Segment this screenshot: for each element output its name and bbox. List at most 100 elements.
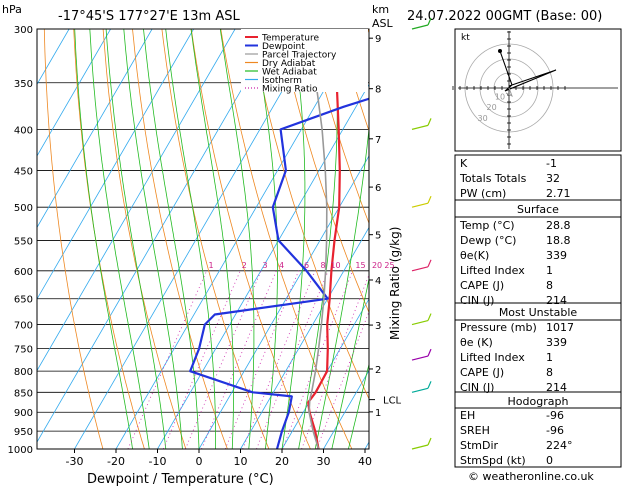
pressure-tick-label: 600 [14,267,33,278]
wet-adiabat-line [253,29,278,449]
index-label: Totals Totals [459,172,527,185]
isotherm-line [198,155,369,449]
dewpoint-line [189,97,369,449]
most-unstable-value: 8 [546,366,553,379]
x-tick-label: 30 [317,455,331,468]
profile-series [189,29,369,449]
wind-barb-flag [427,381,432,389]
legend-label: Dewpoint [262,42,305,52]
x-tick-label: -20 [107,455,125,468]
dry-adiabat-line [132,29,228,449]
wet-adiabat-lines [74,29,369,449]
wet-adiabat-line [143,29,200,449]
index-value: 32 [546,172,560,185]
axes: 3003504004505005506006507007508008509009… [8,25,402,468]
x-tick-label: -10 [149,455,167,468]
pressure-tick-label: 300 [14,25,33,36]
hodograph-storm-motion [505,87,513,98]
legend-label: Wet Adiabat [262,68,317,78]
hodograph-top-marker [498,49,502,53]
hodograph-ring-label: 30 [478,114,488,123]
pressure-tick-label: 950 [14,427,33,438]
pressure-tick-label: 650 [14,295,33,306]
mixing-ratio-line [163,270,241,449]
wet-adiabat-line [331,277,369,449]
pressure-tick-label: 750 [14,345,33,356]
index-label: K [460,157,468,170]
most-unstable-label: CIN (J) [460,381,494,394]
x-axis-title: Dewpoint / Temperature (°C) [87,472,274,486]
most-unstable-title: Most Unstable [499,306,578,319]
wind-barb-flag [427,118,432,126]
surface-value: 1 [546,264,553,277]
wind-barb-shaft [411,444,429,450]
index-label: PW (cm) [460,187,506,200]
footer-credit: © weatheronline.co.uk [468,470,594,483]
km-unit-label: km [372,3,389,16]
isotherm-line [37,29,111,157]
mixing-ratio-label: 2 [242,261,247,270]
wind-barb-shaft [411,124,429,130]
location-title: -17°45'S 177°27'E 13m ASL [58,9,240,24]
pressure-tick-label: 800 [14,367,33,378]
hodograph-ring-label: 20 [487,103,497,112]
pressure-tick-label: 700 [14,321,33,332]
hodograph-row-value: -96 [546,409,564,422]
isotherm-line [37,29,277,443]
mixing-ratio-line [201,270,277,449]
surface-label: θe(K) [460,249,489,262]
hodograph-unit-label: kt [461,33,470,43]
km-tick-label: 7 [375,135,381,146]
hodograph-table-title: Hodograph [508,395,569,408]
km-tick-label: 3 [375,321,381,332]
isotherm-line [37,29,153,229]
hodograph-row-value: 224° [546,439,573,452]
km-tick-label: 1 [375,408,381,419]
most-unstable-label: Lifted Index [460,351,525,364]
dry-adiabat-line [220,29,353,449]
pressure-tick-label: 450 [14,166,33,177]
mixing-ratio-label: 20 [372,261,382,270]
km-tick-label: 2 [375,365,381,376]
mixing-ratio-line [242,270,316,449]
km-tick-label: 5 [375,231,381,242]
pressure-unit-label: hPa [2,3,22,16]
dry-adiabat-line [73,29,145,449]
isotherm-line [240,226,369,449]
wind-barb-shaft [411,319,429,326]
wind-barb-flag [427,259,432,268]
surface-label: Lifted Index [460,264,525,277]
hodograph-row-label: StmDir [460,439,499,452]
most-unstable-value: 1 [546,351,553,364]
legend-label: Parcel Trajectory [262,51,337,61]
surface-value: 339 [546,249,567,262]
mixing-ratio-label: 1 [209,261,214,270]
mixing-ratio-line [185,270,262,449]
wet-adiabat-line [123,29,183,449]
wind-barb-flag [427,17,432,26]
wet-adiabat-line [219,29,255,449]
legend-box [241,29,368,92]
wind-barb-flag [427,313,432,321]
asl-unit-label: ASL [372,17,394,30]
lcl-label: LCL [383,396,402,407]
mixing-ratio-label: 10 [330,261,340,270]
surface-value: 8 [546,279,553,292]
surface-value: 18.8 [546,234,571,247]
surface-value: 214 [546,294,567,307]
pressure-tick-label: 850 [14,388,33,399]
pressure-tick-label: 400 [14,125,33,136]
surface-label: Temp (°C) [459,219,515,232]
wind-barb-shaft [411,202,429,208]
hodograph-ring-label: 10 [495,92,505,101]
isotherm-lines [37,29,369,449]
dry-adiabat-line [43,29,104,449]
parcel-trajectory-line [304,29,328,449]
x-tick-label: 20 [275,455,289,468]
pressure-tick-label: 500 [14,203,33,214]
pressure-tick-label: 900 [14,408,33,419]
pressure-tick-label: 1000 [8,445,33,456]
index-value: -1 [546,157,557,170]
wind-barb-shaft [411,387,429,393]
